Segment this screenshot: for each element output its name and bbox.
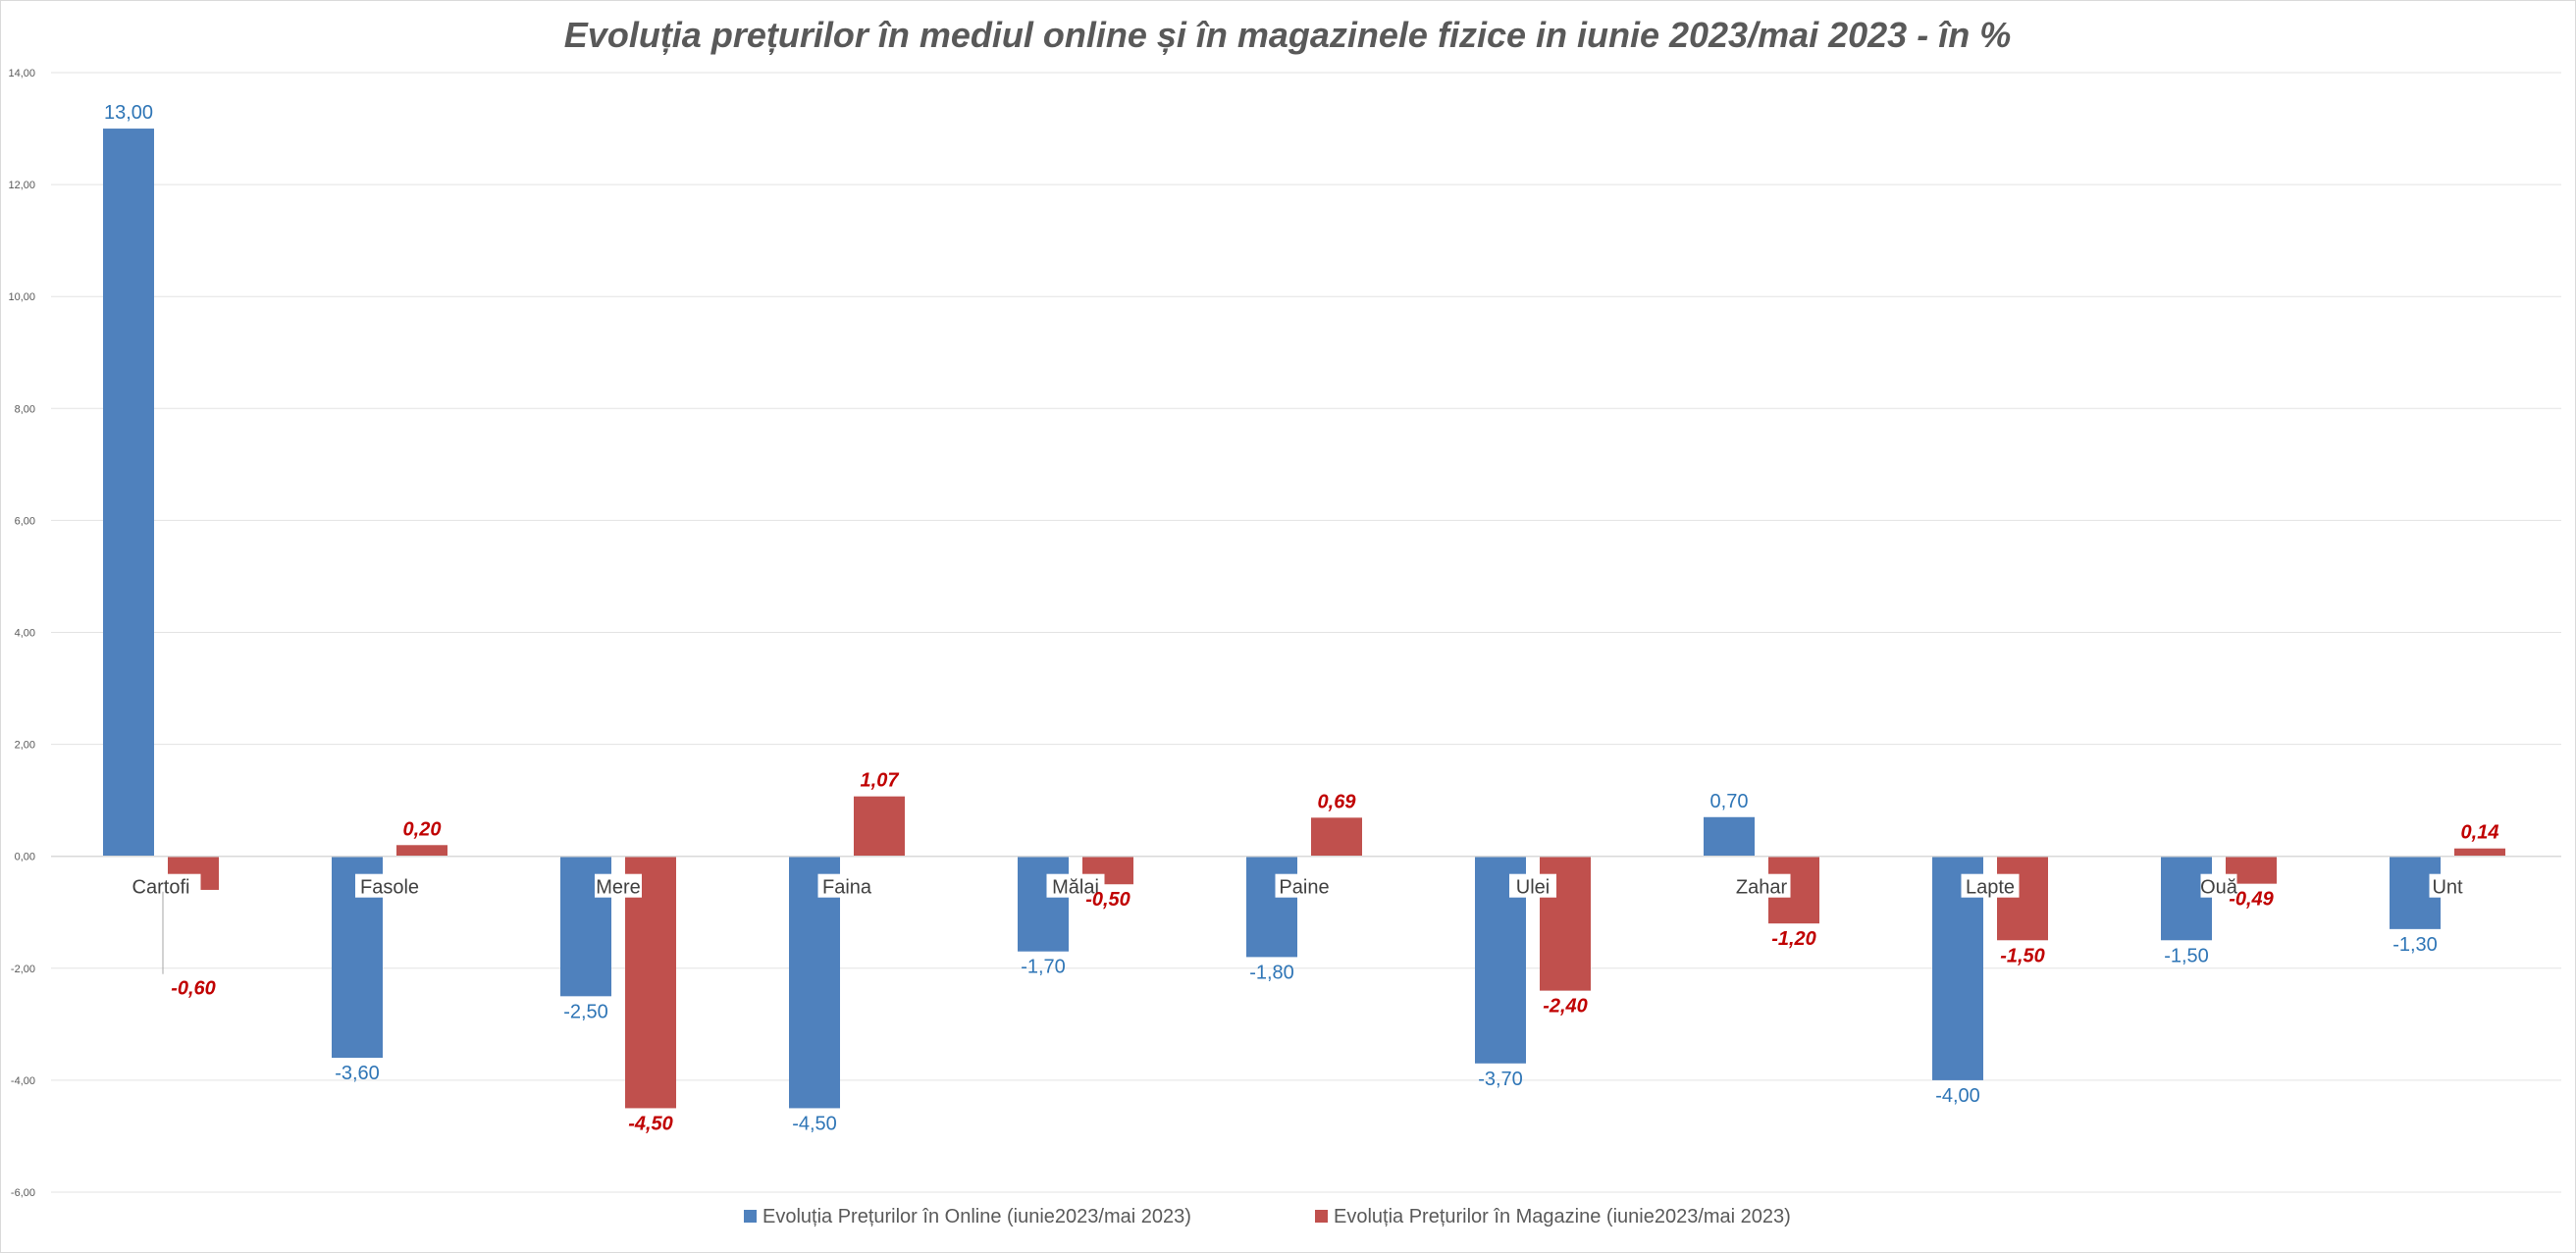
category-label-bg [817,873,876,898]
category-label: Faina [822,877,872,899]
bar-online [1704,816,1755,857]
data-label-magazine: 0,14 [2461,822,2499,844]
category-label-bg [2200,873,2237,898]
y-tick-label: -2,00 [11,964,35,975]
data-label-online: -3,60 [335,1063,380,1084]
category-label: Mălai [1052,877,1099,899]
data-label-magazine: -0,50 [1085,889,1130,911]
category-labels: Cartofi Fasole Mere Faina Mălai Paine Ulei Zaha… [121,873,2466,899]
category-label-bg [1732,873,1791,898]
bar-magazine [1311,817,1362,857]
y-tick-label: 12,00 [8,180,35,191]
bar-magazine [625,856,676,1109]
category-label: Unt [2432,877,2463,899]
data-label-magazine: -0,60 [171,978,216,1000]
bar-magazine [2454,848,2505,857]
legend-swatch [744,1210,757,1223]
category-label: Lapte [1966,877,2015,899]
category-label-bg [1509,873,1556,898]
data-label-online: -3,70 [1478,1069,1523,1090]
legend-label: Evoluția Prețurilor în Online (iunie2023… [762,1206,1191,1227]
data-label-magazine: -2,40 [1543,996,1588,1018]
data-label-online: 0,70 [1710,791,1749,812]
legend: Evoluția Prețurilor în Online (iunie2023… [744,1206,1791,1227]
data-label-online: -4,00 [1935,1085,1980,1107]
y-tick-label: 10,00 [8,291,35,303]
data-label-online: -2,50 [563,1001,608,1022]
data-label-online: -4,50 [792,1113,837,1134]
category-label: Paine [1279,877,1329,899]
bar-online [1246,856,1297,958]
legend-swatch [1315,1210,1328,1223]
data-label-magazine: -1,20 [1771,928,1816,950]
chart-title: Evoluția prețurilor în mediul online și … [564,15,2011,55]
category-label: Cartofi [132,877,190,899]
data-label-online: -1,50 [2164,945,2209,966]
y-tick-label: 8,00 [15,403,35,415]
bars [103,129,2505,1109]
bar-online [103,129,154,857]
data-labels: 13,00 -0,60 -3,60 0,20 -2,50 -4,50 -4,50 1,07 -1… [104,102,2499,1134]
category-label-bg [2429,873,2466,898]
y-tick-label: 6,00 [15,515,35,527]
data-label-magazine: -1,50 [2000,945,2045,966]
y-tick-label: 14,00 [8,68,35,79]
category-label-bg [595,873,642,898]
category-label: Ouă [2200,877,2238,899]
y-tick-label: -6,00 [11,1187,35,1199]
data-label-magazine: -4,50 [628,1113,673,1134]
category-label-bg [121,873,201,898]
y-tick-label: 0,00 [15,852,35,863]
y-tick-label: 4,00 [15,628,35,640]
data-label-magazine: -0,49 [2229,889,2274,911]
bar-online [2161,856,2212,941]
category-label: Ulei [1516,877,1550,899]
category-label: Fasole [360,877,419,899]
y-axis-tick-labels: 14,00 12,00 10,00 8,00 6,00 4,00 2,00 0,00 -2,00… [8,68,35,1199]
y-tick-label: 2,00 [15,740,35,752]
bar-online [1018,856,1069,952]
data-label-online: -1,30 [2392,934,2438,956]
data-label-magazine: 1,07 [861,770,900,792]
legend-label: Evoluția Prețurilor în Magazine (iunie20… [1334,1206,1791,1227]
data-label-online: -1,80 [1249,962,1294,983]
data-label-online: 13,00 [104,102,153,124]
data-label-online: -1,70 [1021,957,1066,978]
category-label-bg [1961,873,2020,898]
category-label: Zahar [1736,877,1788,899]
category-label-bg [1046,873,1105,898]
y-tick-label: -4,00 [11,1075,35,1087]
category-label-bg [1275,873,1334,898]
bar-magazine [396,845,447,857]
bar-magazine [854,796,905,857]
gridlines [51,72,2561,1193]
category-label-bg [355,873,424,898]
category-label: Mere [596,877,641,899]
data-label-magazine: 0,20 [403,818,442,840]
data-label-magazine: 0,69 [1318,791,1357,812]
bar-magazine [1997,856,2048,941]
bar-online [789,856,840,1109]
